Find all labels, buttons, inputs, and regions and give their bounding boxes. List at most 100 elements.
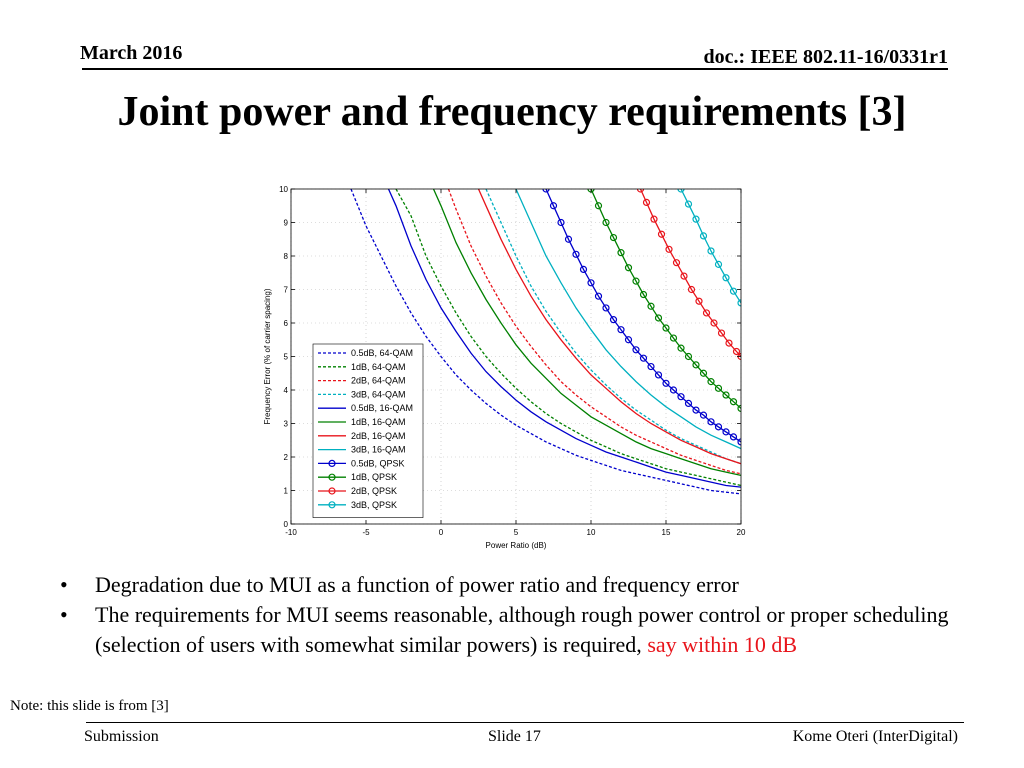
bullet-dot: • <box>60 572 68 597</box>
legend-entry: 2dB, 16-QAM <box>351 431 406 441</box>
series-point <box>695 297 703 305</box>
series-line-11 <box>639 189 741 357</box>
series-point <box>677 189 685 193</box>
header-date: March 2016 <box>80 42 183 64</box>
series-point <box>594 202 603 210</box>
series-point <box>714 260 723 268</box>
series-point <box>542 189 550 193</box>
header-doc-id: doc.: IEEE 802.11-16/0331r1 <box>703 46 948 68</box>
series-point <box>687 285 696 294</box>
bullet-highlight: say within 10 dB <box>647 632 798 657</box>
series-point <box>636 189 645 193</box>
legend-entry: 1dB, 64-QAM <box>351 362 406 372</box>
series-line-6 <box>432 189 741 477</box>
series-point <box>662 379 670 387</box>
bullet-item-1: • Degradation due to MUI as a function o… <box>60 570 960 600</box>
series-line-8 <box>515 189 741 450</box>
legend-marker <box>328 473 336 481</box>
series-point <box>684 352 693 361</box>
bullet-list: • Degradation due to MUI as a function o… <box>60 570 960 660</box>
series-point <box>699 411 708 419</box>
legend-entry: 3dB, 64-QAM <box>351 389 406 399</box>
series-point <box>714 423 723 431</box>
y-tick-label: 1 <box>284 487 289 496</box>
y-tick-label: 8 <box>284 252 289 261</box>
series-line-2 <box>395 189 741 487</box>
legend-entry: 1dB, QPSK <box>351 472 397 482</box>
series-point <box>654 371 663 379</box>
bullet-item-2: • The requirements for MUI seems reasona… <box>60 600 960 660</box>
series-point <box>662 324 670 332</box>
series-point <box>639 290 648 299</box>
series-point <box>722 391 730 399</box>
legend-entry: 2dB, 64-QAM <box>351 376 406 386</box>
x-tick-label: 5 <box>514 528 519 537</box>
series-point <box>669 334 678 342</box>
series-point <box>665 245 673 253</box>
legend-entry: 0.5dB, 64-QAM <box>351 348 413 358</box>
bullet-text: Degradation due to MUI as a function of … <box>95 572 739 597</box>
footer-slide-number: Slide 17 <box>488 728 541 745</box>
series-point <box>729 287 738 295</box>
series-point <box>722 274 730 282</box>
series-point <box>609 316 618 324</box>
series-point <box>647 302 655 310</box>
series-point <box>642 198 651 206</box>
x-tick-label: -5 <box>362 528 370 537</box>
y-axis-label: Frequency Error (% of carrier spacing) <box>263 288 272 424</box>
series-point <box>707 418 715 426</box>
header-divider <box>82 68 948 70</box>
legend-marker <box>328 459 336 467</box>
series-point <box>677 393 685 401</box>
series-point <box>692 406 700 414</box>
series-point <box>624 264 633 272</box>
series-point <box>617 326 625 334</box>
y-tick-label: 3 <box>284 420 289 429</box>
series-point <box>669 386 678 394</box>
series-point <box>729 398 738 406</box>
y-tick-label: 6 <box>284 319 289 328</box>
y-tick-label: 0 <box>284 520 289 529</box>
series-point <box>737 438 741 446</box>
series-line-7 <box>477 189 741 465</box>
series-point <box>737 404 741 413</box>
series-point <box>617 249 625 257</box>
series-point <box>549 202 558 210</box>
x-tick-label: 10 <box>587 528 596 537</box>
series-point <box>650 215 658 223</box>
series-line-4 <box>485 189 741 465</box>
y-tick-label: 5 <box>284 353 289 362</box>
series-group <box>350 189 741 495</box>
series-point <box>557 218 565 227</box>
footer-divider <box>86 722 964 723</box>
x-tick-label: 15 <box>662 528 671 537</box>
series-point <box>564 235 573 243</box>
series-point <box>609 233 618 242</box>
series-line-1 <box>350 189 741 495</box>
series-point <box>624 336 633 344</box>
legend-marker <box>328 501 336 509</box>
bullet-text: The requirements for MUI seems reasonabl… <box>95 602 949 657</box>
series-point <box>672 259 681 267</box>
series-point <box>729 433 738 441</box>
series-point <box>654 314 663 322</box>
series-point <box>714 384 723 392</box>
series-point <box>677 344 685 352</box>
legend-box <box>312 343 424 518</box>
series-point <box>710 319 718 327</box>
footer-author: Kome Oteri (InterDigital) <box>792 728 958 745</box>
series-point <box>737 299 741 307</box>
series-point <box>579 265 588 273</box>
series-point <box>702 309 711 317</box>
y-tick-label: 7 <box>284 286 289 295</box>
legend-entry: 3dB, QPSK <box>351 500 397 510</box>
bullet-dot: • <box>60 602 68 627</box>
legend-entry: 1dB, 16-QAM <box>351 417 406 427</box>
y-tick-label: 10 <box>279 185 288 194</box>
series-point <box>684 399 693 407</box>
series-point <box>722 428 730 436</box>
legend-entry: 0.5dB, 16-QAM <box>351 403 413 413</box>
series-point <box>572 250 580 258</box>
series-point <box>717 329 726 337</box>
x-axis-label: Power Ratio (dB) <box>486 541 547 550</box>
